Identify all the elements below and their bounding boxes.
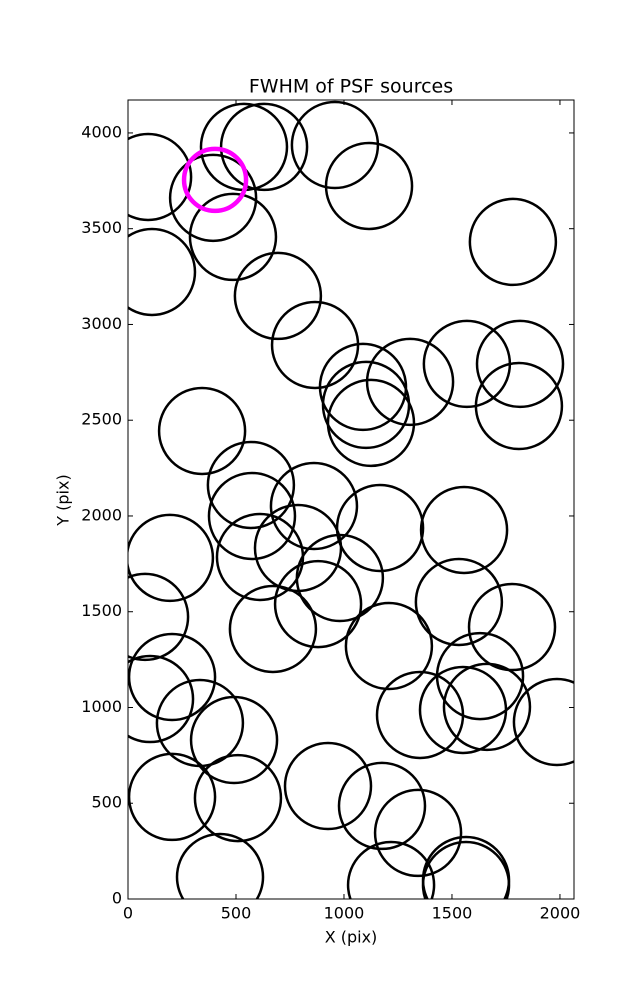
source-circle <box>269 461 359 551</box>
source-circle <box>270 300 360 390</box>
source-circle <box>474 361 564 451</box>
source-circle <box>468 197 558 287</box>
y-tick-label: 1000 <box>81 697 122 716</box>
source-circle <box>128 632 217 722</box>
source-circle <box>188 192 278 282</box>
source-circle <box>442 662 532 752</box>
source-circle <box>128 654 195 744</box>
source-circle <box>283 741 373 831</box>
axes-frame <box>127 99 575 900</box>
y-tick-label: 2000 <box>81 505 122 524</box>
source-circle <box>346 840 436 899</box>
source-circle <box>418 665 508 755</box>
source-circle <box>375 670 465 760</box>
source-circle <box>128 752 217 842</box>
source-circle <box>189 695 279 785</box>
source-circle <box>435 631 525 721</box>
source-circle <box>128 227 197 317</box>
source-circle <box>475 319 565 409</box>
y-tick-label: 500 <box>91 793 122 812</box>
source-circle <box>295 533 385 623</box>
y-tick-label: 0 <box>112 889 122 908</box>
source-circle <box>421 840 511 899</box>
source-circle <box>467 582 557 672</box>
source-circle <box>206 440 296 530</box>
source-circle <box>326 378 416 468</box>
source-circle <box>128 132 193 222</box>
y-tick-label: 3500 <box>81 218 122 237</box>
source-circle <box>128 572 190 662</box>
source-circle <box>365 337 455 427</box>
y-axis-label: Y (pix) <box>54 474 73 526</box>
source-circle <box>344 601 434 691</box>
source-circle <box>219 102 309 192</box>
source-circle <box>290 100 380 190</box>
chart-title: FWHM of PSF sources <box>249 76 453 98</box>
y-tick-label: 2500 <box>81 410 122 429</box>
source-circle <box>193 753 283 843</box>
x-tick-label: 1000 <box>324 904 365 923</box>
source-circle <box>414 557 504 647</box>
x-tick-label: 0 <box>123 904 133 923</box>
x-tick-label: 500 <box>221 904 252 923</box>
source-circle <box>181 146 249 214</box>
source-circle <box>128 513 215 603</box>
source-circle <box>157 386 247 476</box>
y-tick-label: 1500 <box>81 601 122 620</box>
source-circle <box>207 471 297 561</box>
x-tick-label: 1500 <box>432 904 473 923</box>
source-circle <box>168 153 258 243</box>
plot-area <box>128 100 574 899</box>
source-circle <box>233 251 323 341</box>
source-circle <box>422 319 512 409</box>
y-tick-label: 3000 <box>81 314 122 333</box>
x-axis-label: X (pix) <box>325 928 378 947</box>
source-circle <box>373 788 463 878</box>
source-circle <box>512 677 574 767</box>
source-circle <box>175 832 265 899</box>
x-tick-label: 2000 <box>540 904 581 923</box>
source-circle <box>324 141 414 231</box>
y-tick-label: 4000 <box>81 122 122 141</box>
source-circle <box>337 761 427 851</box>
source-circle <box>273 559 363 649</box>
source-circle <box>321 360 411 450</box>
source-circle <box>419 485 509 575</box>
source-circle <box>228 584 318 674</box>
